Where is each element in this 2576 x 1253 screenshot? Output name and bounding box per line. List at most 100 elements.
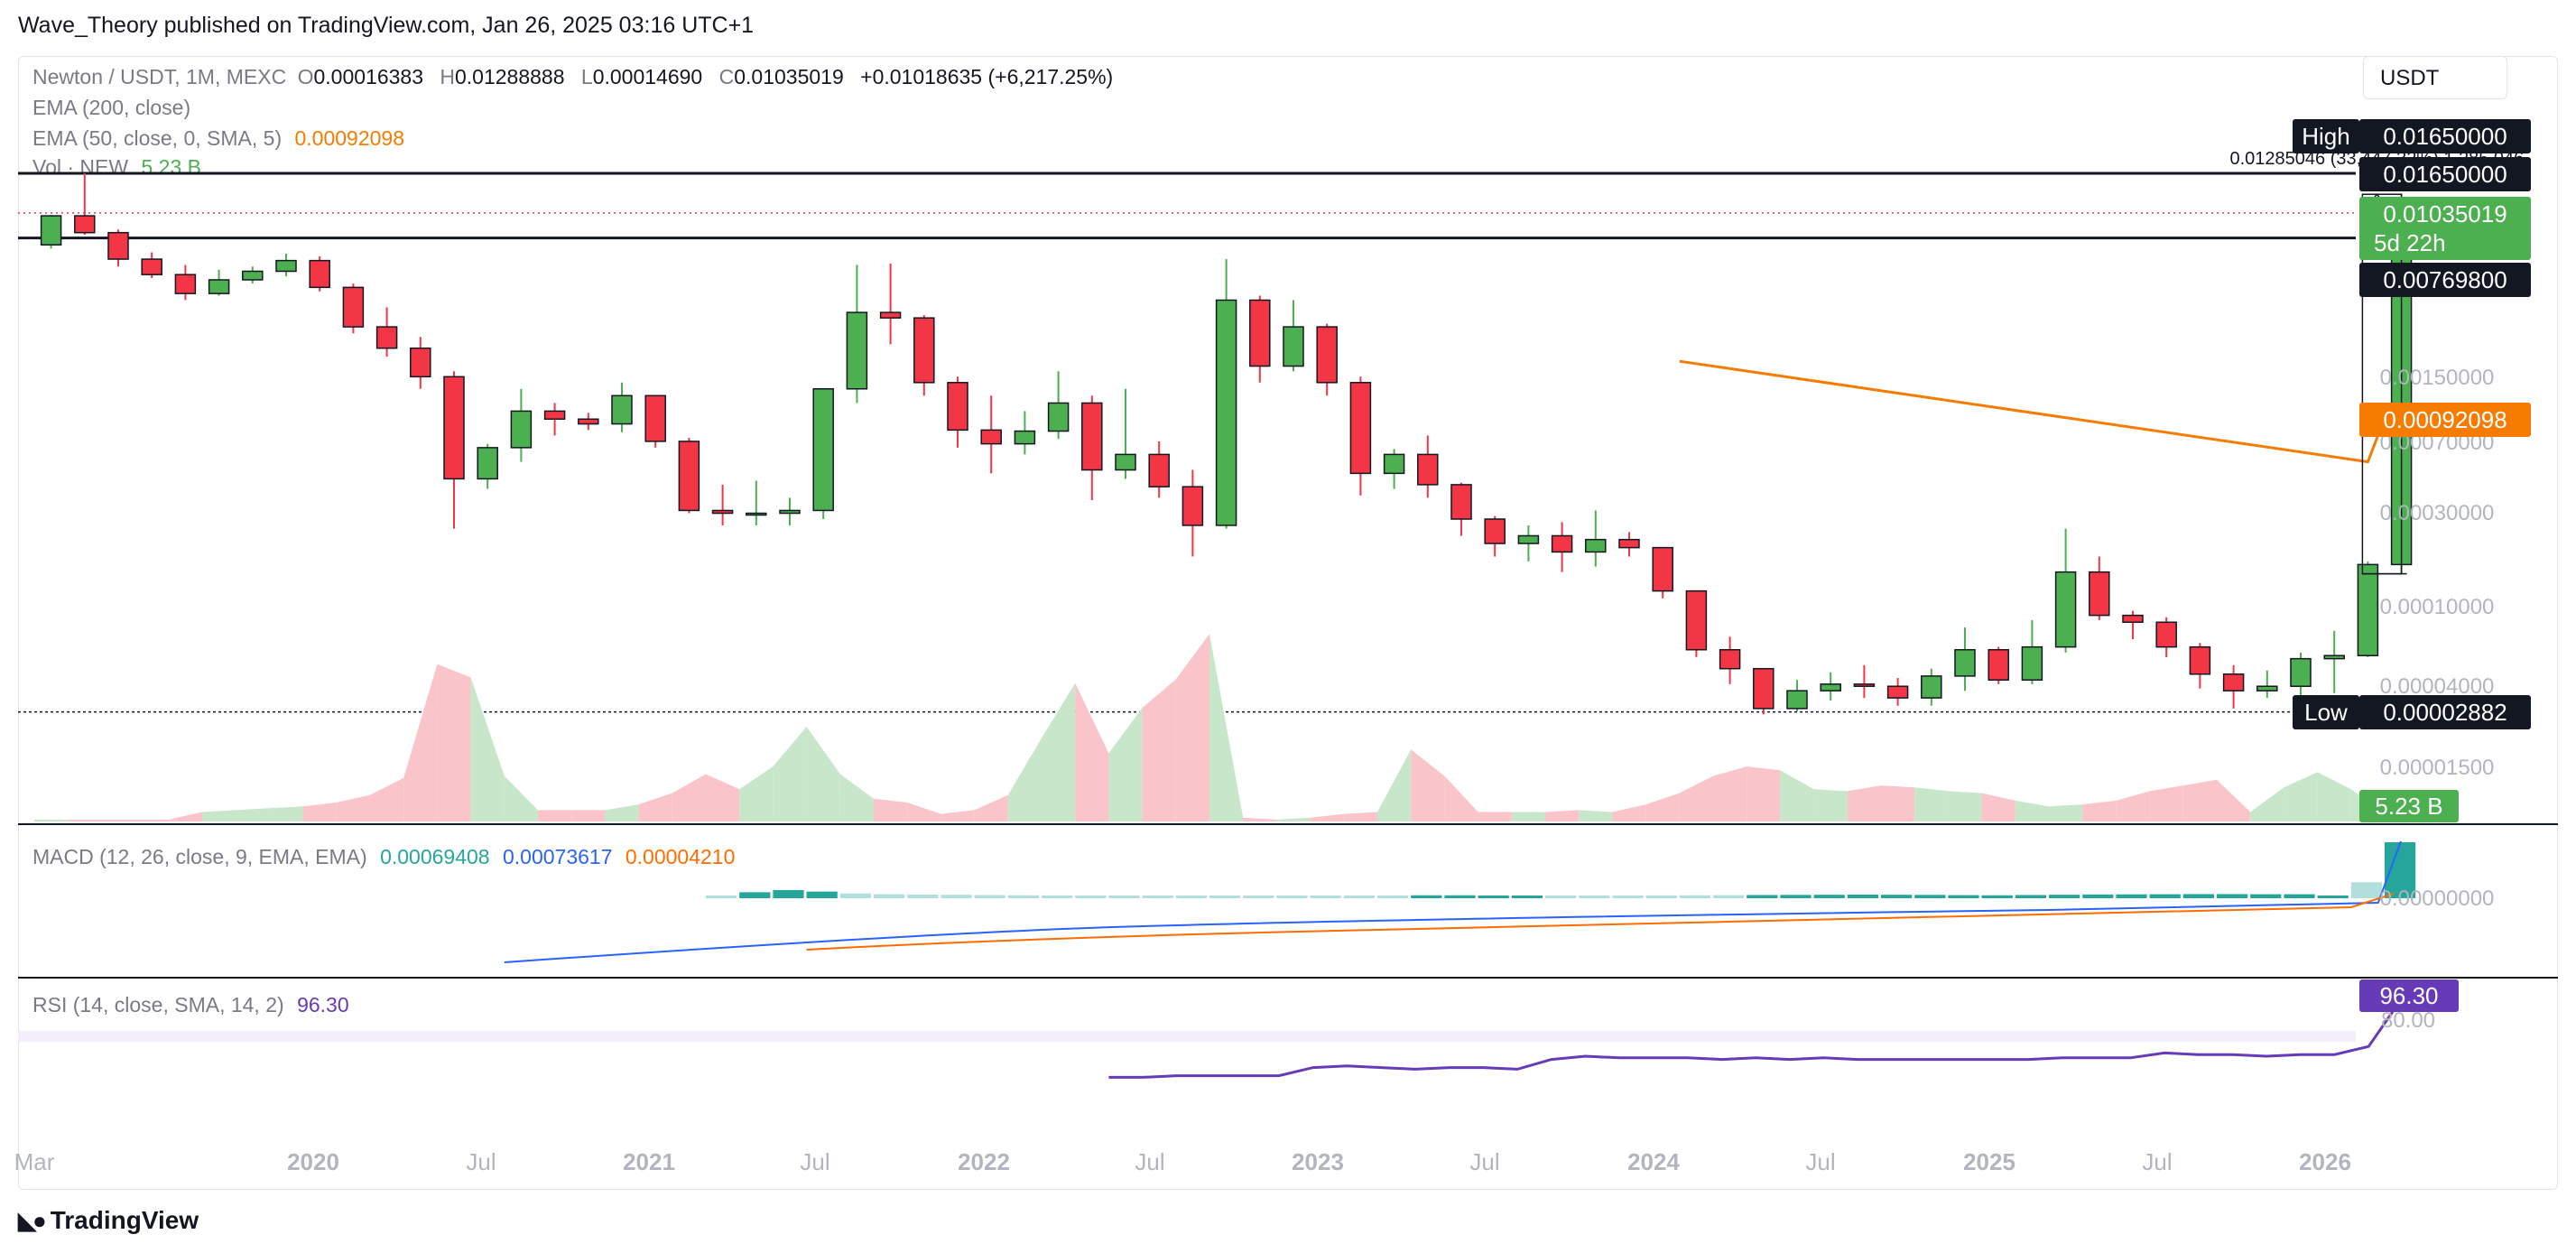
candle-up	[779, 509, 801, 515]
rsi-pane-separator[interactable]	[18, 977, 2558, 979]
volume-area-segment	[2250, 787, 2284, 821]
rsi-tag-bg	[2359, 979, 2459, 1012]
macd-hist-bar	[1042, 895, 1073, 898]
macd-hist-bar	[2116, 894, 2147, 898]
candle-down	[1417, 453, 1439, 486]
volume-area-segment	[1612, 804, 1646, 821]
time-tick: 2024	[1627, 1148, 1680, 1175]
level-2-tag-bg	[2359, 263, 2531, 297]
time-tick: Jul	[1469, 1148, 1499, 1175]
macd-hist-bar	[2015, 895, 2046, 898]
candle-up	[1585, 538, 1607, 553]
candle-up	[1820, 683, 1841, 691]
macd-hist-bar	[941, 895, 972, 898]
volume-area-segment	[168, 812, 202, 821]
candle-up	[1383, 453, 1405, 475]
volume-area-segment	[1411, 749, 1445, 821]
macd-value-2: 0.00073617	[502, 845, 613, 868]
volume-area-segment	[571, 810, 606, 821]
volume-area-segment	[403, 664, 438, 821]
macd-hist-bar	[1881, 895, 1913, 898]
volume-area-segment	[2284, 772, 2318, 821]
price-tick: 0.00001500	[2380, 756, 2495, 780]
volume-area-segment	[1511, 812, 1545, 821]
macd-hist-bar	[1276, 896, 1308, 898]
tradingview-logo-icon: ◣●	[18, 1206, 47, 1234]
volume-area-segment	[2182, 779, 2217, 821]
close-value: 0.01035019	[734, 65, 844, 88]
time-tick: 2020	[287, 1148, 339, 1175]
price-tick: 0.00030000	[2380, 501, 2495, 525]
rsi-legend[interactable]: RSI (14, close, SMA, 14, 2) 96.30	[32, 993, 349, 1017]
macd-legend[interactable]: MACD (12, 26, close, 9, EMA, EMA) 0.0006…	[32, 845, 735, 869]
candle-down	[309, 259, 330, 289]
candle-up	[846, 311, 868, 390]
volume-area-segment	[1007, 738, 1042, 821]
volume-area-segment	[1343, 812, 1377, 821]
tradingview-logo[interactable]: ◣● TradingView	[18, 1206, 199, 1235]
candle-up	[1047, 402, 1070, 432]
macd-hist-bar	[1243, 896, 1274, 898]
volume-area-segment	[68, 819, 102, 821]
symbol-label[interactable]: Newton / USDT, 1M, MEXC	[32, 65, 287, 88]
candle-down	[107, 231, 129, 260]
branding-label: TradingView	[50, 1206, 199, 1234]
low-tag-value: 0.00002882	[2383, 699, 2507, 726]
volume-area-segment	[1175, 634, 1209, 821]
macd-hist-bar	[1310, 896, 1341, 898]
candle-up	[1215, 299, 1237, 526]
time-tick: Jul	[2142, 1148, 2172, 1175]
volume-area-segment	[101, 819, 135, 821]
volume-value: 5.23 B	[141, 155, 201, 179]
low-tag-label: Low	[2304, 699, 2348, 726]
macd-hist-bar	[839, 893, 871, 898]
ema50-legend[interactable]: EMA (50, close, 0, SMA, 5) 0.00092098	[32, 126, 404, 151]
candle-down	[678, 441, 700, 512]
candle-up	[2357, 563, 2379, 656]
volume-area-segment	[672, 774, 706, 821]
candle-up	[40, 215, 62, 246]
level-1-tag: 0.01650000	[2383, 161, 2507, 188]
candle-up	[2323, 654, 2345, 660]
candle-down	[1685, 589, 1708, 651]
candle-down	[1349, 382, 1372, 475]
candle-down	[1081, 402, 1103, 471]
volume-area-segment	[907, 803, 941, 821]
low-label: L	[580, 65, 593, 88]
currency-button[interactable]: USDT	[2363, 56, 2507, 99]
candle-up	[242, 270, 264, 281]
volume-area-segment	[2217, 779, 2251, 821]
ema50-tag: 0.00092098	[2383, 406, 2507, 433]
time-tick: 2025	[1963, 1148, 2015, 1175]
candle-up	[1014, 430, 1036, 445]
time-tick: Mar	[14, 1148, 55, 1175]
time-tick: 2026	[2299, 1148, 2351, 1175]
candle-up	[510, 410, 533, 449]
volume-legend[interactable]: Vol · NEW 5.23 B	[32, 155, 201, 180]
macd-hist-bar	[1713, 895, 1745, 898]
ema50-line	[1679, 359, 2386, 464]
macd-pane-separator[interactable]	[18, 823, 2558, 825]
low-tag-value-bg	[2359, 695, 2531, 729]
level-1-tag-bg	[2359, 157, 2531, 191]
change-value: +0.01018635 (+6,217.25%)	[860, 65, 1114, 88]
last-price-tag-bg	[2359, 197, 2531, 260]
ema200-legend[interactable]: EMA (200, close)	[32, 96, 191, 119]
macd-hist-bar	[1981, 895, 2013, 898]
candle-down	[141, 258, 162, 275]
macd-hist-bar	[706, 896, 737, 898]
volume-area-segment	[504, 775, 538, 821]
volume-area-segment	[1780, 770, 1814, 821]
macd-hist-bar	[1444, 895, 1476, 898]
macd-hist-bar	[773, 890, 804, 898]
macd-axis-tick: 0.00000000	[2380, 886, 2495, 911]
ema50-label: EMA (50, close, 0, SMA, 5)	[32, 126, 283, 150]
candle-down	[578, 418, 599, 425]
volume-area-segment	[2082, 800, 2117, 821]
volume-area-segment	[2049, 804, 2083, 821]
candle-up	[812, 387, 834, 512]
candle-down	[1148, 453, 1170, 487]
volume-area-segment	[1310, 813, 1344, 821]
candle-down	[644, 394, 666, 442]
